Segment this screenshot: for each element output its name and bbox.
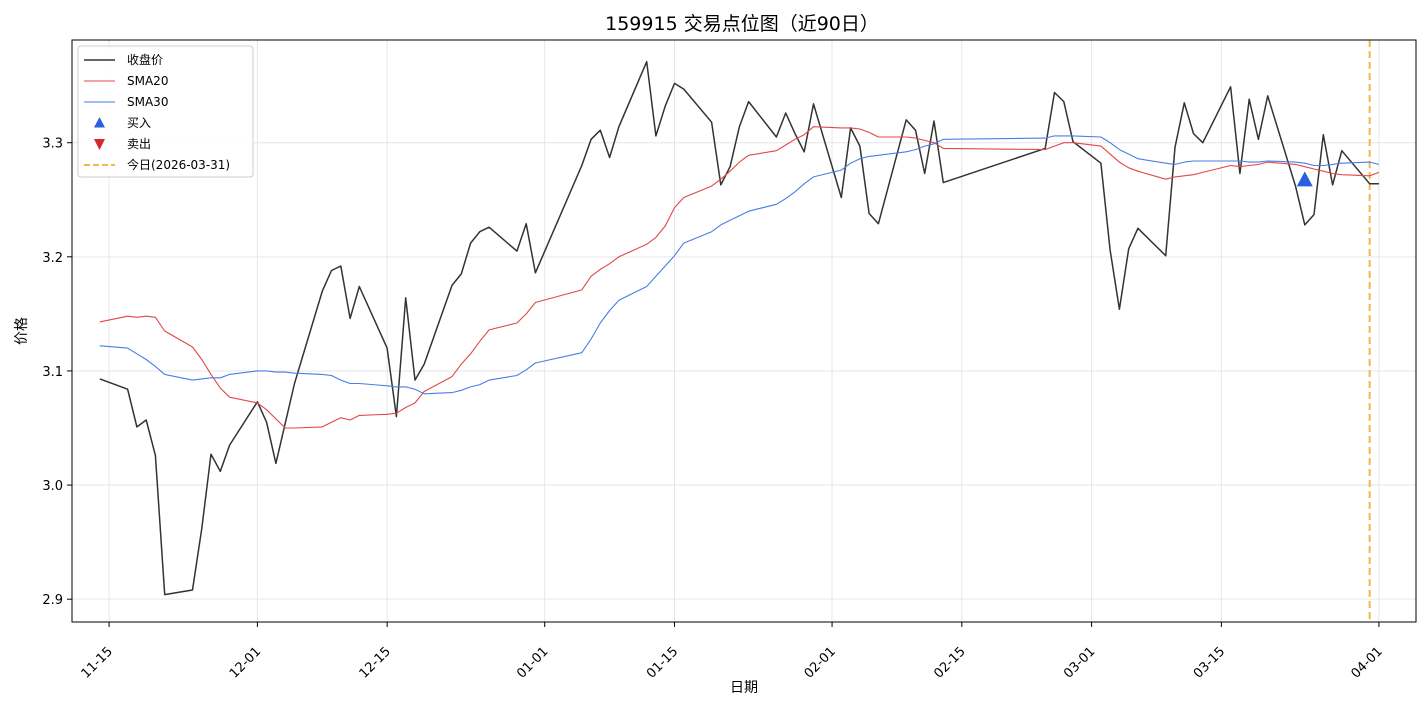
y-tick-label: 3.0 — [42, 479, 63, 494]
series-line-sma30 — [99, 135, 1380, 395]
x-tick-label: 03-01 — [1061, 644, 1098, 681]
buy-marker — [1296, 171, 1313, 187]
chart-title: 159915 交易点位图（近90日） — [605, 13, 879, 35]
legend-label: SMA20 — [127, 74, 168, 88]
y-axis-title: 价格 — [14, 317, 30, 345]
y-tick-label: 2.9 — [42, 593, 63, 608]
x-tick-label: 12-15 — [357, 644, 394, 681]
trade-markers — [1296, 171, 1313, 187]
grid-lines — [72, 40, 1416, 622]
plot-frame — [71, 39, 1417, 623]
x-tick-label: 03-15 — [1191, 644, 1228, 681]
x-tick-label: 01-15 — [644, 644, 681, 681]
x-tick-label: 02-01 — [802, 644, 839, 681]
x-axis-title: 日期 — [730, 680, 758, 696]
legend-sell-icon — [94, 139, 105, 150]
y-tick-label: 3.2 — [42, 251, 63, 266]
x-tick-label: 11-15 — [79, 644, 116, 681]
x-tick-label: 01-01 — [514, 644, 551, 681]
legend-buy-icon — [94, 117, 105, 128]
legend-label: 卖出 — [127, 137, 151, 151]
y-axis-ticks: 2.9 3.0 3.1 3.2 3.3 — [42, 137, 72, 608]
legend-box — [77, 45, 254, 178]
y-tick-label: 3.1 — [42, 365, 63, 380]
x-axis-ticks: 11-15 12-01 12-15 01-01 01-15 02-01 02-15 03-01… — [79, 622, 1386, 682]
legend-label: SMA30 — [127, 95, 168, 109]
x-tick-label: 02-15 — [931, 644, 968, 681]
legend-label: 买入 — [127, 116, 151, 130]
x-tick-label: 12-01 — [227, 644, 264, 681]
series-lines — [99, 60, 1380, 596]
legend-label: 收盘价 — [127, 52, 163, 67]
series-line-close — [99, 60, 1379, 596]
series-line-sma20 — [99, 126, 1380, 429]
y-tick-label: 3.3 — [42, 137, 63, 152]
x-tick-label: 04-01 — [1348, 644, 1385, 681]
legend-label: 今日(2026-03-31) — [127, 157, 230, 172]
